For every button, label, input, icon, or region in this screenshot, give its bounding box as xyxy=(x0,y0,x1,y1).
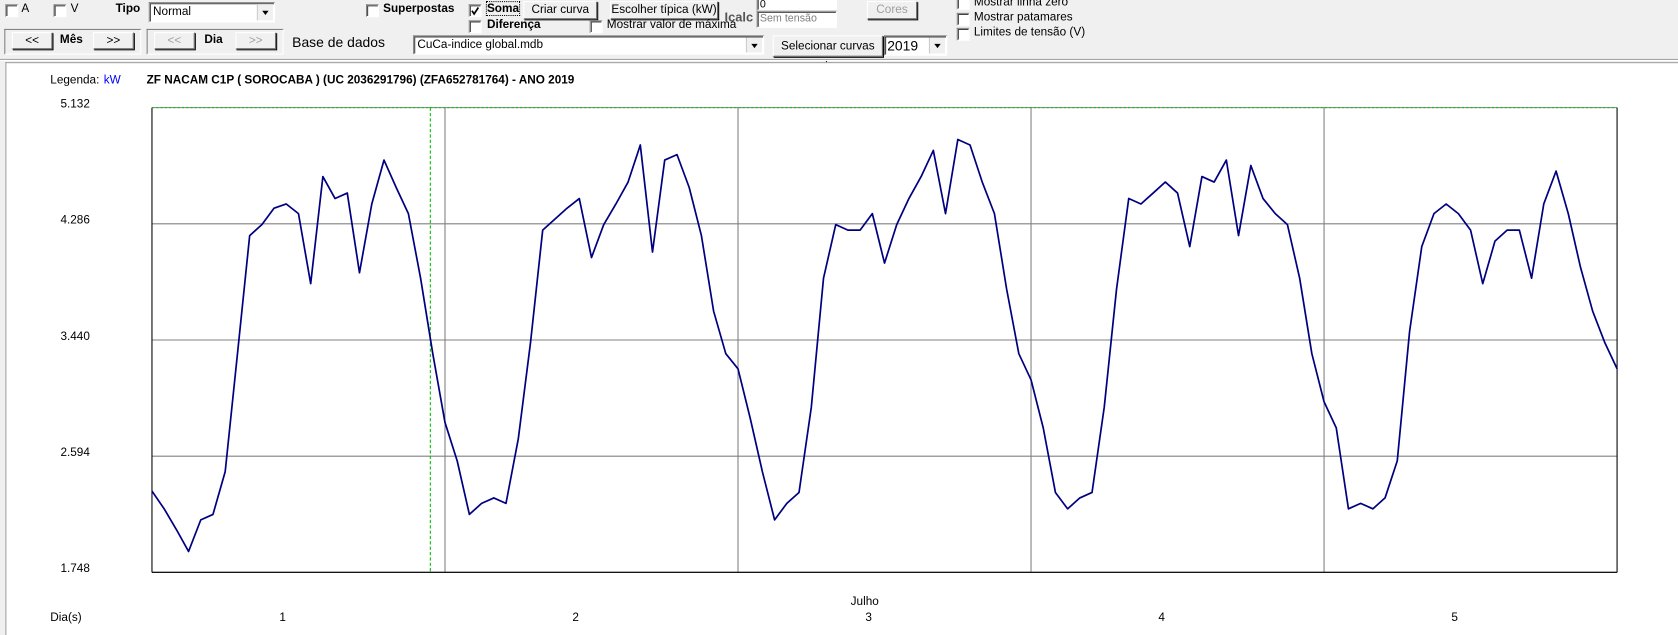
select-curves-button[interactable]: Selecionar curvas de xyxy=(772,35,883,72)
database-select[interactable]: CuCa-indice global.mdb xyxy=(413,35,765,55)
checkbox-label[interactable]: Limites de tensão (V) xyxy=(973,25,1086,39)
checkbox-label[interactable]: Mostrar valor de máxima xyxy=(606,18,737,32)
checkbox[interactable] xyxy=(468,20,482,34)
voltage-input[interactable]: Sem tensão xyxy=(756,10,837,28)
icalc-value: 0 xyxy=(759,0,766,11)
dropdown-arrow xyxy=(256,4,273,21)
month-prev-button[interactable]: << xyxy=(11,32,53,50)
month-label: Julho xyxy=(851,595,880,608)
choose-typical-button[interactable]: Escolher típica (kW) xyxy=(610,1,719,20)
toolbar-separator xyxy=(0,58,1678,62)
database-label: Base de dados xyxy=(292,34,385,51)
year-value: 2019 xyxy=(887,37,919,54)
checkbox-label[interactable]: V xyxy=(70,2,79,15)
series-line xyxy=(151,138,1618,553)
icalc-label: Icalc xyxy=(724,9,754,25)
checkbox-label[interactable]: Mostrar linha zero xyxy=(973,0,1069,9)
create-curve-button[interactable]: Criar curva xyxy=(523,1,598,20)
month-nav-label: Mês xyxy=(59,33,83,47)
checkbox[interactable] xyxy=(468,4,482,18)
check-mark-stroke xyxy=(471,7,480,16)
day-nav-label: Dia xyxy=(204,33,223,47)
checkbox[interactable] xyxy=(956,0,970,10)
dropdown-arrow xyxy=(745,37,762,53)
voltage-placeholder: Sem tensão xyxy=(759,12,817,25)
x-tick-label: 4 xyxy=(1158,611,1165,624)
day-nav-group: << Dia >> xyxy=(146,28,284,55)
chart: Legenda: kW ZF NACAM C1P ( SOROCABA ) (U… xyxy=(50,73,1618,624)
checkbox[interactable] xyxy=(366,4,379,18)
chart-title: ZF NACAM C1P ( SOROCABA ) (UC 2036291796… xyxy=(147,73,575,86)
y-tick-label: 1.748 xyxy=(60,562,90,575)
check-mark xyxy=(471,7,480,16)
month-next-button[interactable]: >> xyxy=(93,32,134,50)
x-axis-label: Dia(s) xyxy=(50,611,81,624)
legend-label: Legenda: xyxy=(50,73,99,86)
checkbox-label[interactable]: Diferença xyxy=(486,18,541,32)
checkbox-label[interactable]: Soma xyxy=(485,1,521,17)
day-next-button[interactable]: >> xyxy=(235,32,277,50)
x-tick-label: 5 xyxy=(1451,611,1458,624)
y-tick-label: 3.440 xyxy=(60,330,90,343)
unit-label: kW xyxy=(104,73,122,86)
day-prev-button[interactable]: << xyxy=(154,32,195,50)
icalc-input[interactable]: 0 xyxy=(756,0,837,11)
checkbox[interactable] xyxy=(5,4,19,18)
checkbox[interactable] xyxy=(956,27,970,41)
tipo-label: Tipo xyxy=(115,2,141,15)
checkbox[interactable] xyxy=(589,20,603,34)
database-value: CuCa-indice global.mdb xyxy=(417,38,544,52)
colors-button[interactable]: Cores xyxy=(866,1,918,20)
tipo-select[interactable]: Normal xyxy=(148,2,276,23)
checkbox[interactable] xyxy=(53,4,67,18)
checkbox-label[interactable]: Mostrar patamares xyxy=(973,10,1073,24)
month-nav-group: << Mês >> xyxy=(4,28,142,55)
x-tick-label: 2 xyxy=(572,611,579,624)
year-select[interactable]: 2019 xyxy=(883,35,948,56)
y-tick-label: 5.132 xyxy=(60,98,89,111)
y-tick-label: 2.594 xyxy=(60,446,90,459)
checkbox-label[interactable]: A xyxy=(21,2,30,15)
tipo-value: Normal xyxy=(153,5,191,19)
dropdown-arrow xyxy=(928,37,945,54)
checkbox[interactable] xyxy=(956,12,970,26)
y-tick-label: 4.286 xyxy=(60,214,90,227)
checkbox-label[interactable]: Superpostas xyxy=(383,2,455,15)
x-tick-label: 3 xyxy=(865,611,872,624)
x-tick-label: 1 xyxy=(279,611,286,624)
